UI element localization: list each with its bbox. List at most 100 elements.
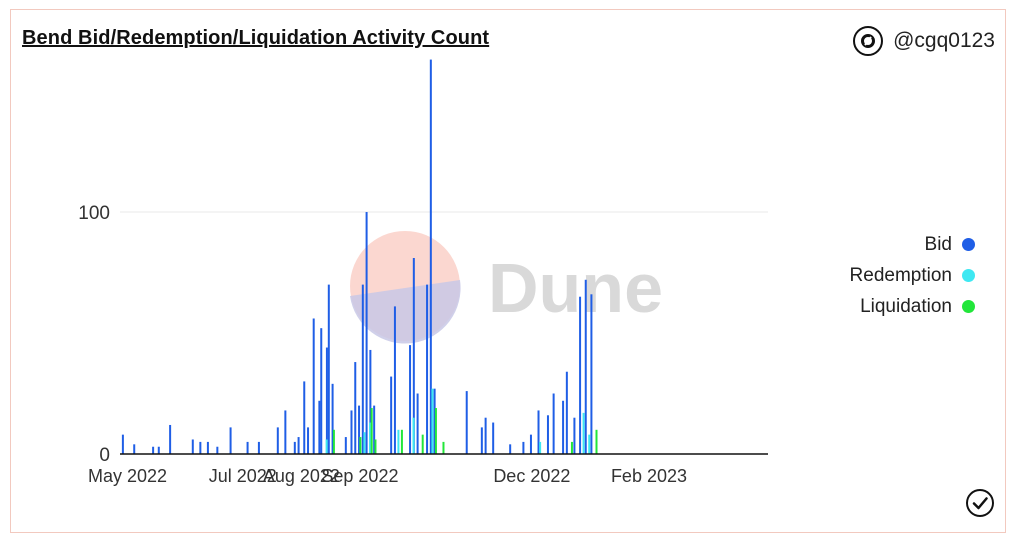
bar-liquidation-9 <box>595 429 598 454</box>
bar-bid-36 <box>416 393 419 454</box>
bar-bid-53 <box>579 296 582 454</box>
bar-bid-6 <box>199 441 202 454</box>
bar-bid-3 <box>157 446 160 454</box>
bar-liquidation-7 <box>442 441 445 454</box>
bar-bid-24 <box>344 437 347 454</box>
watermark-logo-slice <box>350 280 461 344</box>
verified-check-icon[interactable] <box>965 488 995 523</box>
bar-bid-47 <box>537 410 540 454</box>
bar-liquidation-6 <box>434 408 437 454</box>
bar-bid-13 <box>284 410 287 454</box>
bar-bid-52 <box>573 417 576 454</box>
bar-bid-48 <box>546 415 549 454</box>
bar-liquidation-8 <box>570 441 573 454</box>
bar-marks <box>121 59 598 454</box>
bar-bid-41 <box>480 427 483 454</box>
y-tick-label-100: 100 <box>78 203 110 224</box>
legend-label-liquidation: Liquidation <box>860 295 952 317</box>
x-tick-label-1: Jul 2022 <box>209 466 277 486</box>
bar-bid-10 <box>246 441 249 454</box>
bar-bid-20 <box>320 328 323 454</box>
bar-bid-18 <box>312 318 315 454</box>
bar-liquidation-2 <box>370 408 373 454</box>
bar-bid-29 <box>365 212 368 454</box>
bar-bid-51 <box>565 371 568 454</box>
legend-label-bid: Bid <box>924 233 952 255</box>
bar-redemption-0 <box>325 439 328 454</box>
bar-bid-54 <box>584 279 587 454</box>
legend-dot-bid <box>962 238 975 251</box>
bar-bid-49 <box>552 393 555 454</box>
bar-redemption-1 <box>363 432 366 454</box>
bar-bid-33 <box>393 306 396 454</box>
bar-redemption-7 <box>582 412 585 454</box>
bar-bid-17 <box>307 427 310 454</box>
bar-bid-32 <box>390 376 393 454</box>
bar-bid-0 <box>121 434 124 454</box>
bar-bid-46 <box>529 434 532 454</box>
bar-bid-9 <box>229 427 232 454</box>
bar-bid-42 <box>484 417 487 454</box>
bar-redemption-2 <box>369 422 372 454</box>
chart-card: Bend Bid/Redemption/Liquidation Activity… <box>10 9 1006 533</box>
author-badge[interactable]: @cgq0123 <box>853 26 995 56</box>
bar-bid-43 <box>492 422 495 454</box>
bar-bid-30 <box>369 349 372 454</box>
legend-item-redemption[interactable]: Redemption <box>850 260 975 291</box>
x-tick-label-0: May 2022 <box>88 466 167 486</box>
bar-bid-35 <box>412 258 415 454</box>
bar-redemption-8 <box>588 434 591 454</box>
bar-bid-37 <box>426 284 429 454</box>
author-avatar-icon <box>853 26 884 56</box>
legend-item-bid[interactable]: Bid <box>850 229 975 260</box>
bar-liquidation-1 <box>359 437 362 454</box>
legend-label-redemption: Redemption <box>849 264 952 286</box>
bar-bid-23 <box>331 383 334 454</box>
chart-title[interactable]: Bend Bid/Redemption/Liquidation Activity… <box>22 27 490 49</box>
bar-bid-7 <box>206 441 209 454</box>
bar-bid-50 <box>562 400 565 454</box>
bar-bid-8 <box>216 446 219 454</box>
chart-legend: Bid Redemption Liquidation <box>850 229 975 322</box>
bar-bid-22 <box>327 284 330 454</box>
bar-bid-39 <box>433 388 436 454</box>
bar-bid-19 <box>318 400 321 454</box>
legend-dot-liquidation <box>962 300 975 313</box>
x-tick-label-3: Sep 2022 <box>321 466 398 486</box>
bar-bid-31 <box>373 405 376 454</box>
bar-redemption-3 <box>397 429 400 454</box>
bar-bid-38 <box>429 59 432 454</box>
bar-bid-27 <box>358 405 361 454</box>
y-tick-label-0: 0 <box>99 445 110 466</box>
bar-bid-15 <box>297 437 300 454</box>
bar-bid-4 <box>169 424 172 454</box>
bar-redemption-5 <box>431 388 434 454</box>
bar-redemption-4 <box>412 417 415 454</box>
bar-bid-26 <box>354 362 357 454</box>
author-handle: @cgq0123 <box>893 29 995 52</box>
bar-bid-12 <box>276 427 279 454</box>
bar-bid-25 <box>350 410 353 454</box>
legend-item-liquidation[interactable]: Liquidation <box>850 291 975 322</box>
bar-bid-21 <box>325 347 328 454</box>
bar-bid-5 <box>191 439 194 454</box>
x-tick-label-4: Dec 2022 <box>493 466 570 486</box>
bar-bid-2 <box>152 446 155 454</box>
bar-bid-34 <box>409 345 412 454</box>
x-tick-label-2: Aug 2022 <box>263 466 340 486</box>
watermark-text: Dune <box>488 249 663 327</box>
bar-bid-44 <box>509 444 512 454</box>
bar-liquidation-4 <box>400 429 403 454</box>
bar-bid-55 <box>590 294 593 454</box>
bar-bid-16 <box>303 381 306 454</box>
bar-bid-45 <box>522 441 525 454</box>
bar-bid-11 <box>257 441 260 454</box>
bar-bid-28 <box>361 284 364 454</box>
bar-liquidation-5 <box>421 434 424 454</box>
bar-liquidation-0 <box>332 429 335 454</box>
bar-bid-14 <box>293 441 296 454</box>
bar-liquidation-3 <box>374 439 377 454</box>
bar-bid-1 <box>133 444 136 454</box>
